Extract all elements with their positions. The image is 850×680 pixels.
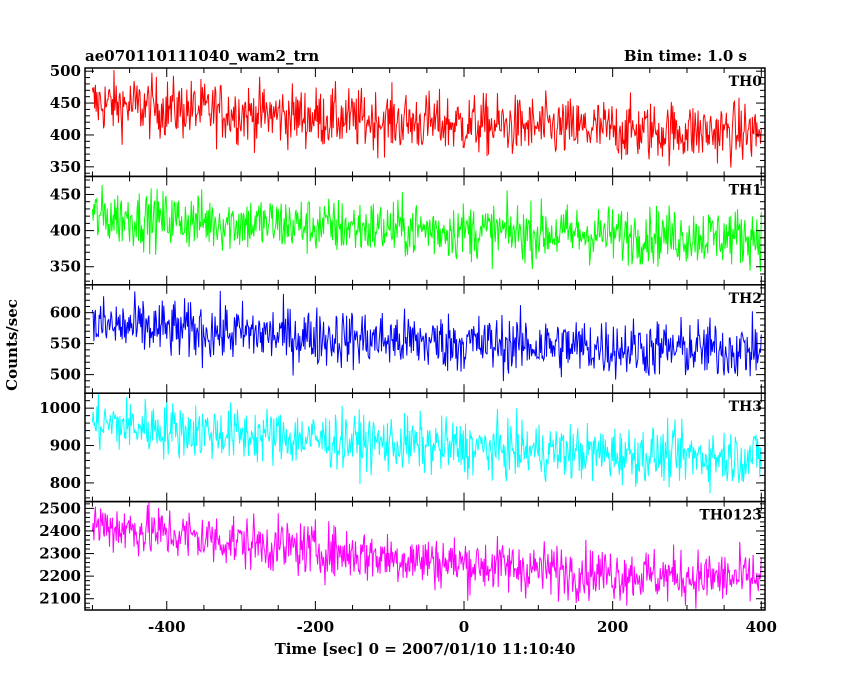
series-th0-line	[91, 70, 762, 168]
series-th1-line	[91, 184, 762, 272]
panel-frame	[84, 67, 766, 178]
y-tick-label: 1000	[39, 399, 81, 417]
y-tick-label: 350	[50, 158, 81, 176]
panel-th0123: 2100 2200 2300 2400 2500 TH0123	[39, 499, 766, 611]
panel-th3: 800 900 1000 TH3	[39, 392, 766, 503]
y-tick-label: 500	[50, 366, 81, 384]
panel-label-th1: TH1	[729, 182, 762, 198]
x-tick-label: 200	[597, 618, 628, 636]
x-tick-label: 400	[746, 618, 777, 636]
panel-frame	[84, 500, 766, 611]
series-th0123-line	[91, 501, 762, 609]
x-tick-label: -400	[148, 618, 186, 636]
y-tick-label: 600	[50, 304, 81, 322]
x-tick-label: -200	[297, 618, 335, 636]
y-tick-label: 550	[50, 335, 81, 353]
panel-label-th0123: TH0123	[699, 508, 762, 524]
y-tick-label: 2200	[39, 567, 81, 585]
panels-group: 350 400 450 500 TH0 350 400 450 TH1 500 550 600 TH2 8…	[39, 62, 766, 611]
bin-time-label: Bin time: 1.0 s	[624, 47, 747, 65]
x-axis-ticks: -400 -200 0 200 400	[91, 68, 777, 636]
panel-th2: 500 550 600 TH2	[50, 284, 766, 394]
y-tick-label: 2500	[39, 499, 81, 517]
y-axis-label: Counts/sec	[3, 299, 21, 391]
series-th3-line	[91, 393, 762, 494]
y-tick-label: 2300	[39, 545, 81, 563]
panel-th1: 350 400 450 TH1	[50, 175, 766, 286]
y-tick-label: 2100	[39, 590, 81, 608]
panel-label-th0: TH0	[729, 74, 763, 90]
y-tick-label: 450	[50, 94, 81, 112]
x-axis-label: Time [sec] 0 = 2007/01/10 11:10:40	[275, 640, 576, 658]
x-tick-label: 0	[459, 618, 469, 636]
y-tick-label: 500	[50, 62, 81, 80]
series-th2-line	[91, 290, 762, 382]
panel-th0: 350 400 450 500 TH0	[50, 62, 766, 178]
y-tick-label: 450	[50, 185, 81, 203]
y-tick-label: 400	[50, 126, 81, 144]
y-tick-label: 350	[50, 258, 81, 276]
y-tick-label: 800	[50, 474, 81, 492]
y-tick-label: 2400	[39, 522, 81, 540]
y-tick-label: 400	[50, 222, 81, 240]
chart-title: ae070110111040_wam2_trn	[85, 47, 319, 65]
panel-label-th3: TH3	[729, 399, 762, 415]
y-tick-label: 900	[50, 437, 81, 455]
panel-label-th2: TH2	[729, 291, 762, 307]
